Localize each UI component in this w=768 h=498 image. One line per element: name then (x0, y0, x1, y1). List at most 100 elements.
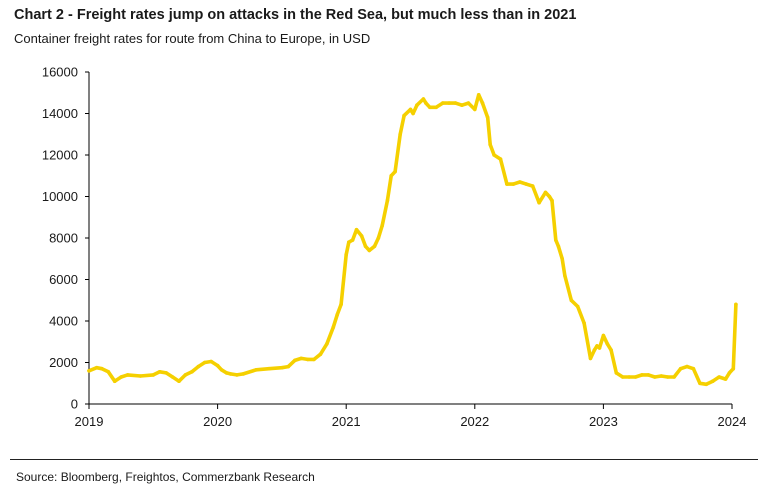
data-point (209, 359, 213, 364)
data-point (267, 366, 271, 371)
data-point (592, 348, 597, 352)
data-point (359, 234, 364, 238)
data-point (488, 142, 493, 147)
data-point (480, 101, 485, 105)
data-point (563, 273, 567, 278)
y-tick-label: 14000 (42, 106, 78, 121)
data-point (347, 240, 351, 244)
data-point (640, 373, 644, 377)
data-point (305, 357, 310, 362)
data-point (440, 101, 445, 105)
data-point (398, 132, 403, 137)
data-point (560, 257, 564, 261)
data-point (453, 101, 458, 105)
x-tick-label: 2019 (75, 414, 104, 429)
data-point (614, 371, 619, 375)
data-point (119, 375, 123, 379)
data-point (575, 304, 580, 309)
data-point (183, 373, 188, 377)
data-point (411, 111, 415, 116)
data-point (633, 375, 638, 379)
source-divider (10, 459, 758, 460)
data-point (727, 371, 732, 375)
data-point (710, 379, 715, 384)
data-point (350, 238, 355, 242)
data-point (609, 348, 613, 352)
data-point (402, 113, 406, 118)
data-point (554, 238, 558, 242)
data-point (734, 302, 738, 307)
data-point (704, 382, 709, 387)
data-point (518, 180, 522, 184)
data-point (698, 381, 702, 386)
y-tick-label: 0 (71, 397, 78, 412)
data-point (380, 223, 385, 228)
data-point (286, 364, 291, 369)
data-point (164, 371, 168, 375)
data-point (318, 352, 323, 357)
data-point (157, 370, 162, 374)
data-point (190, 370, 194, 374)
data-point (385, 198, 390, 203)
data-point (678, 366, 683, 371)
data-point (241, 372, 246, 376)
data-point (460, 103, 464, 107)
data-point (466, 101, 471, 105)
data-point (627, 375, 631, 379)
y-tick-label: 16000 (42, 65, 78, 80)
data-point (331, 325, 336, 330)
data-point (125, 373, 130, 377)
data-point (215, 363, 220, 368)
data-point (393, 169, 397, 174)
data-point (543, 190, 548, 195)
y-tick-label: 6000 (49, 272, 78, 287)
chart-title: Chart 2 - Freight rates jump on attacks … (14, 7, 577, 23)
x-tick-label: 2024 (718, 414, 747, 429)
x-tick-label: 2022 (460, 414, 489, 429)
data-point (112, 379, 117, 384)
data-point (421, 97, 426, 101)
data-point (235, 373, 239, 377)
data-point (511, 182, 516, 186)
data-point (424, 101, 428, 105)
data-point (595, 344, 599, 348)
data-point (492, 153, 496, 157)
x-axis: 2019 2020 2021 2022 2023 2024 (75, 403, 747, 429)
data-point (196, 364, 201, 369)
x-tick-label: 2020 (203, 414, 232, 429)
data-point (367, 248, 372, 253)
data-point (228, 372, 233, 376)
y-axis: 0 2000 4000 6000 8000 10000 12000 14000 16000 (42, 65, 90, 412)
data-point (530, 184, 535, 188)
x-tick-label: 2023 (589, 414, 618, 429)
data-point (415, 103, 419, 107)
data-point (389, 174, 394, 178)
data-point (601, 333, 606, 338)
data-point (100, 366, 104, 371)
data-point (428, 105, 432, 110)
data-point (363, 244, 368, 249)
data-point (550, 198, 554, 203)
data-point (447, 101, 451, 105)
data-point (498, 157, 503, 161)
source-note: Source: Bloomberg, Freightos, Commerzban… (16, 470, 315, 484)
data-point (325, 342, 329, 346)
data-point (556, 244, 561, 249)
data-point (344, 252, 349, 257)
data-point (335, 313, 340, 317)
data-point (94, 365, 99, 370)
y-tick-label: 4000 (49, 314, 78, 329)
y-tick-label: 10000 (42, 189, 78, 204)
data-point (569, 298, 574, 303)
data-point (665, 375, 670, 379)
data-point (505, 182, 509, 186)
data-point (723, 377, 728, 381)
y-tick-label: 2000 (49, 355, 78, 370)
data-point (312, 357, 316, 362)
data-point (717, 375, 721, 379)
data-point (473, 107, 477, 112)
data-point (408, 107, 413, 112)
data-point (646, 373, 651, 377)
data-point (597, 346, 602, 350)
